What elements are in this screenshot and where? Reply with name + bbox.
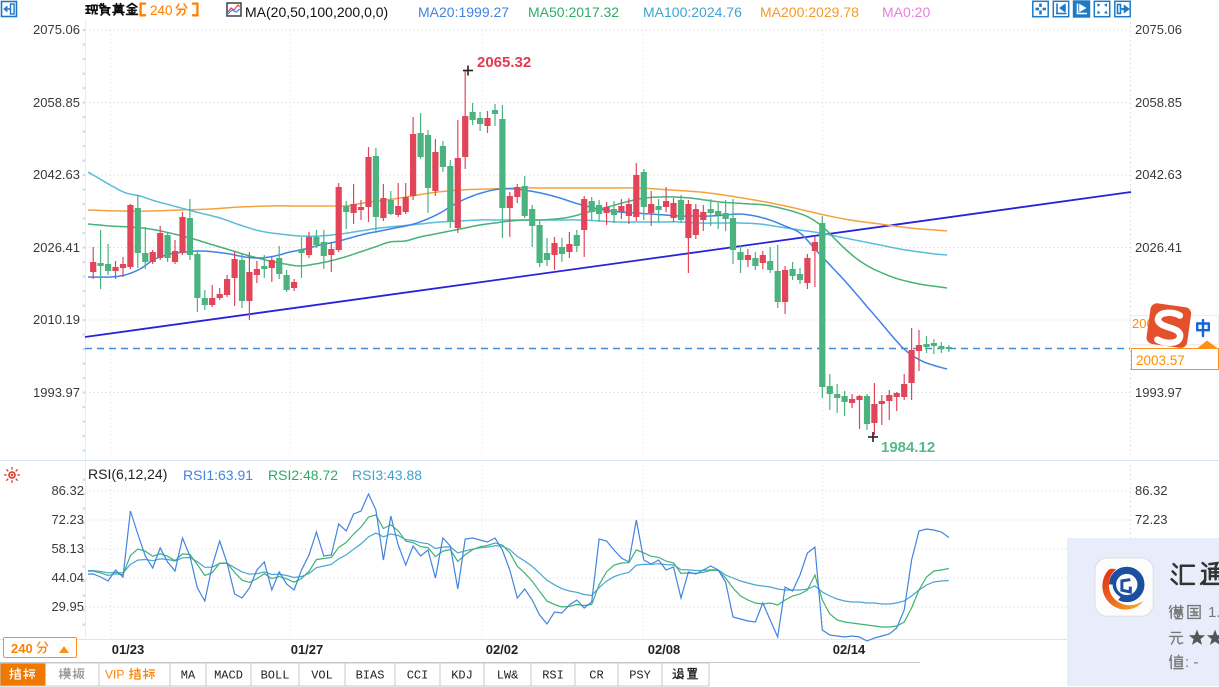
svg-text:LW&: LW& bbox=[497, 669, 519, 683]
svg-text:PSY: PSY bbox=[629, 669, 651, 683]
svg-text:MACD: MACD bbox=[214, 669, 243, 683]
svg-text:240: 240 bbox=[11, 641, 33, 656]
svg-text:VIP: VIP bbox=[105, 668, 124, 682]
svg-text:RSI: RSI bbox=[542, 669, 564, 683]
svg-text:240: 240 bbox=[150, 3, 173, 18]
svg-text:CCI: CCI bbox=[407, 669, 429, 683]
svg-text:VOL: VOL bbox=[311, 669, 333, 683]
svg-text:CR: CR bbox=[589, 669, 603, 683]
svg-text:KDJ: KDJ bbox=[451, 669, 473, 683]
svg-text:1.: 1. bbox=[1208, 604, 1219, 621]
svg-text:BIAS: BIAS bbox=[356, 669, 385, 683]
svg-text:BOLL: BOLL bbox=[261, 669, 290, 683]
svg-text:2065.32: 2065.32 bbox=[477, 54, 531, 71]
svg-text:: -: : - bbox=[1185, 654, 1198, 670]
svg-text:MA: MA bbox=[181, 669, 196, 683]
svg-text:1984.12: 1984.12 bbox=[881, 439, 935, 456]
